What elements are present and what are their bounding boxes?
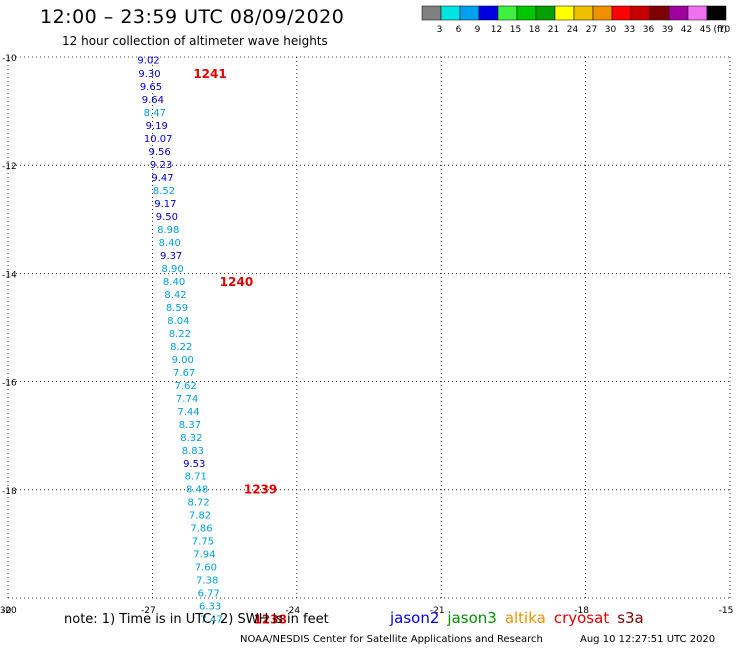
colorbar-legend: 3 6 9 12 15 18 21 24 27 30 33 36 39 42 45 70(ft) xyxy=(421,5,731,35)
pass-number-label: 1240 xyxy=(220,275,253,289)
wave-height-label: 10.07 xyxy=(144,134,173,145)
wave-height-label: 9.19 xyxy=(146,121,168,132)
colorbar-swatch xyxy=(706,5,727,21)
colorbar-label: 33 xyxy=(624,25,635,35)
wave-height-label: 8.59 xyxy=(166,303,188,314)
wave-height-label: 7.47 xyxy=(200,615,222,626)
pass-number-label: 1238 xyxy=(253,613,286,627)
wave-height-label: 8.71 xyxy=(185,472,207,483)
wave-height-label: 8.83 xyxy=(182,446,204,457)
satellite-legend-jason3: jason3 xyxy=(447,609,497,627)
colorbar-label: 15 xyxy=(510,25,521,35)
wave-height-label: 9.30 xyxy=(138,69,160,80)
colorbar-label: 21 xyxy=(548,25,559,35)
colorbar-label: 18 xyxy=(529,25,541,35)
satellite-legend-jason2: jason2 xyxy=(390,609,440,627)
wave-height-label: 9.17 xyxy=(154,199,176,210)
wave-height-label: 8.40 xyxy=(159,238,181,249)
wave-height-label: 7.86 xyxy=(190,524,212,535)
wave-height-label: 8.22 xyxy=(170,342,192,353)
wave-height-label: 8.04 xyxy=(167,316,189,327)
colorbar-label: 45 xyxy=(700,25,711,35)
satellite-legend-altika: altika xyxy=(504,609,546,627)
footer-note: note: 1) Time is in UTC; 2) SWH is in fe… xyxy=(64,612,329,627)
wave-height-label: 9.64 xyxy=(142,95,164,106)
wave-height-label: 8.48 xyxy=(186,485,208,496)
satellite-legend-cryosat: cryosat xyxy=(553,609,610,627)
wave-height-label: 8.52 xyxy=(153,186,175,197)
wave-height-label: 7.74 xyxy=(176,394,198,405)
colorbar-label: 36 xyxy=(643,25,655,35)
wave-height-label: 7.67 xyxy=(173,368,195,379)
wave-height-label: 7.94 xyxy=(193,550,215,561)
y-tick-label: -16 xyxy=(2,379,17,389)
y-tick-label: -10 xyxy=(2,54,17,64)
colorbar-label: 12 xyxy=(491,25,502,35)
wave-height-label: 9.02 xyxy=(137,56,159,67)
wave-height-label: 9.47 xyxy=(151,173,173,184)
wave-height-label: 9.37 xyxy=(160,251,182,262)
colorbar-label: 39 xyxy=(662,25,674,35)
x-tick-label: -27 xyxy=(141,606,156,616)
wave-height-label: 8.90 xyxy=(161,264,183,275)
y-tick-label: -12 xyxy=(2,162,17,172)
y-tick-label: -14 xyxy=(2,270,17,280)
x-tick-label: -15 xyxy=(719,606,734,616)
y-tick-label: -18 xyxy=(2,487,17,497)
x-tick-label: -30 xyxy=(0,606,12,616)
wave-height-label: 7.38 xyxy=(196,576,218,587)
wave-height-label: 9.23 xyxy=(150,160,172,171)
credit-text: NOAA/NESDIS Center for Satellite Applica… xyxy=(240,634,543,645)
wave-height-label: 9.53 xyxy=(183,459,205,470)
colorbar-label: 3 xyxy=(437,25,443,35)
chart-title: 12:00 – 23:59 UTC 08/09/2020 xyxy=(40,6,345,28)
wave-height-label: 8.32 xyxy=(180,433,202,444)
wave-height-label: 7.75 xyxy=(192,537,214,548)
wave-height-label: 9.50 xyxy=(156,212,178,223)
colorbar-label: 27 xyxy=(586,25,597,35)
wave-height-label: 9.00 xyxy=(172,355,194,366)
satellite-legend-s3a: s3a xyxy=(617,609,644,627)
wave-height-label: 8.47 xyxy=(144,108,166,119)
pass-number-label: 1241 xyxy=(193,67,226,81)
wave-height-label: 8.40 xyxy=(163,277,185,288)
colorbar-label: 6 xyxy=(456,25,462,35)
wave-height-label: 6.33 xyxy=(199,602,221,613)
wave-height-label: 7.60 xyxy=(195,563,217,574)
colorbar-label: 30 xyxy=(605,25,617,35)
wave-height-label: 7.44 xyxy=(177,407,199,418)
wave-height-label: 9.56 xyxy=(148,147,170,158)
colorbar-label: 70 xyxy=(719,25,731,35)
colorbar-unit: (ft) xyxy=(713,25,727,35)
wave-height-label: 8.37 xyxy=(179,420,201,431)
wave-height-label: 8.98 xyxy=(157,225,179,236)
satellite-legend: jason2 jason3 altika cryosat s3a xyxy=(390,609,652,627)
wave-height-label: 8.42 xyxy=(164,290,186,301)
wave-height-label: 7.82 xyxy=(189,511,211,522)
colorbar-label: 24 xyxy=(567,25,579,35)
chart-subtitle: 12 hour collection of altimeter wave hei… xyxy=(62,34,328,48)
wave-height-label: 6.77 xyxy=(198,589,220,600)
x-tick-label: -24 xyxy=(285,606,300,616)
colorbar-label: 9 xyxy=(475,25,481,35)
wave-height-label: 8.72 xyxy=(187,498,209,509)
x-tick-label: -18 xyxy=(574,606,589,616)
colorbar-label: 42 xyxy=(681,25,692,35)
y-tick-label: -20 xyxy=(2,606,17,616)
wave-height-label: 9.65 xyxy=(140,82,162,93)
generated-timestamp: Aug 10 12:27:51 UTC 2020 xyxy=(580,634,716,645)
wave-height-label: 8.22 xyxy=(169,329,191,340)
pass-number-label: 1239 xyxy=(244,483,277,497)
wave-height-label: 7.62 xyxy=(174,381,196,392)
x-tick-label: -21 xyxy=(430,606,445,616)
